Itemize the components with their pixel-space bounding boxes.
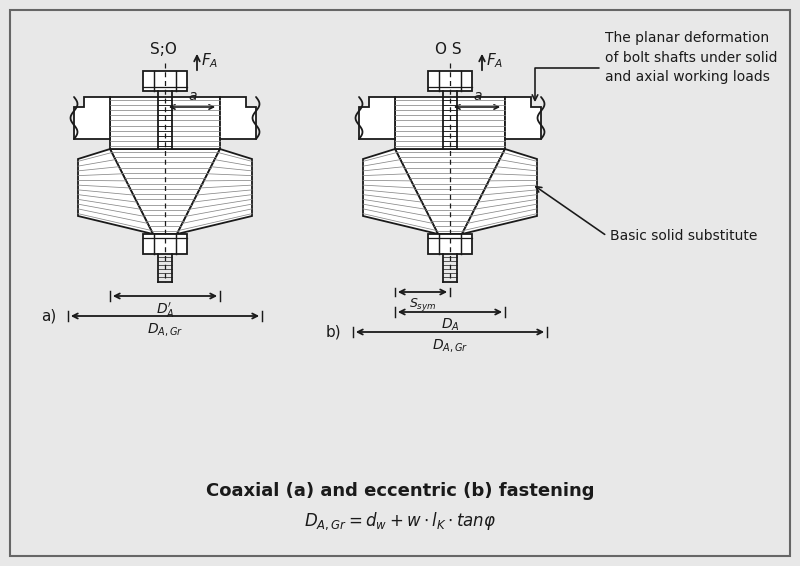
Text: S;O: S;O — [150, 42, 177, 57]
Polygon shape — [359, 97, 395, 139]
Polygon shape — [143, 71, 187, 91]
Polygon shape — [78, 149, 153, 234]
Polygon shape — [428, 234, 472, 254]
Text: $F_A$: $F_A$ — [486, 51, 503, 70]
Polygon shape — [363, 149, 438, 234]
Text: a): a) — [41, 308, 56, 324]
Polygon shape — [74, 97, 110, 139]
Text: b): b) — [326, 324, 341, 340]
Text: $D_A'$: $D_A'$ — [156, 301, 174, 320]
Polygon shape — [220, 97, 256, 139]
Text: Coaxial (a) and eccentric (b) fastening: Coaxial (a) and eccentric (b) fastening — [206, 482, 594, 500]
Text: $F_A$: $F_A$ — [201, 51, 218, 70]
Text: $D_A$: $D_A$ — [441, 317, 459, 333]
Polygon shape — [177, 149, 252, 234]
Polygon shape — [395, 97, 505, 149]
Text: $D_{A,Gr}$: $D_{A,Gr}$ — [147, 321, 183, 338]
Text: $D_{A,Gr}$: $D_{A,Gr}$ — [432, 337, 468, 354]
Polygon shape — [462, 149, 537, 234]
Text: O S: O S — [434, 42, 462, 57]
Text: $D_{A,Gr} = d_w + w \cdot l_K \cdot tan\varphi$: $D_{A,Gr} = d_w + w \cdot l_K \cdot tan\… — [304, 510, 496, 532]
Polygon shape — [395, 149, 505, 234]
Polygon shape — [110, 149, 220, 234]
Polygon shape — [143, 234, 187, 254]
Text: a: a — [188, 89, 197, 103]
Text: The planar deformation
of bolt shafts under solid
and axial working loads: The planar deformation of bolt shafts un… — [605, 31, 778, 84]
Polygon shape — [428, 71, 472, 91]
Polygon shape — [505, 97, 541, 139]
Text: a: a — [474, 89, 482, 103]
Polygon shape — [110, 97, 220, 149]
Text: $S_{sym}$: $S_{sym}$ — [409, 296, 436, 313]
Text: Basic solid substitute: Basic solid substitute — [610, 229, 758, 243]
